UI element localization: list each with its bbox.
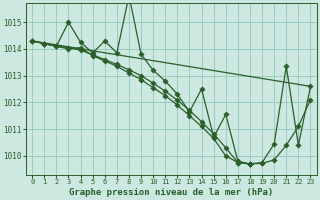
X-axis label: Graphe pression niveau de la mer (hPa): Graphe pression niveau de la mer (hPa) [69, 188, 274, 197]
